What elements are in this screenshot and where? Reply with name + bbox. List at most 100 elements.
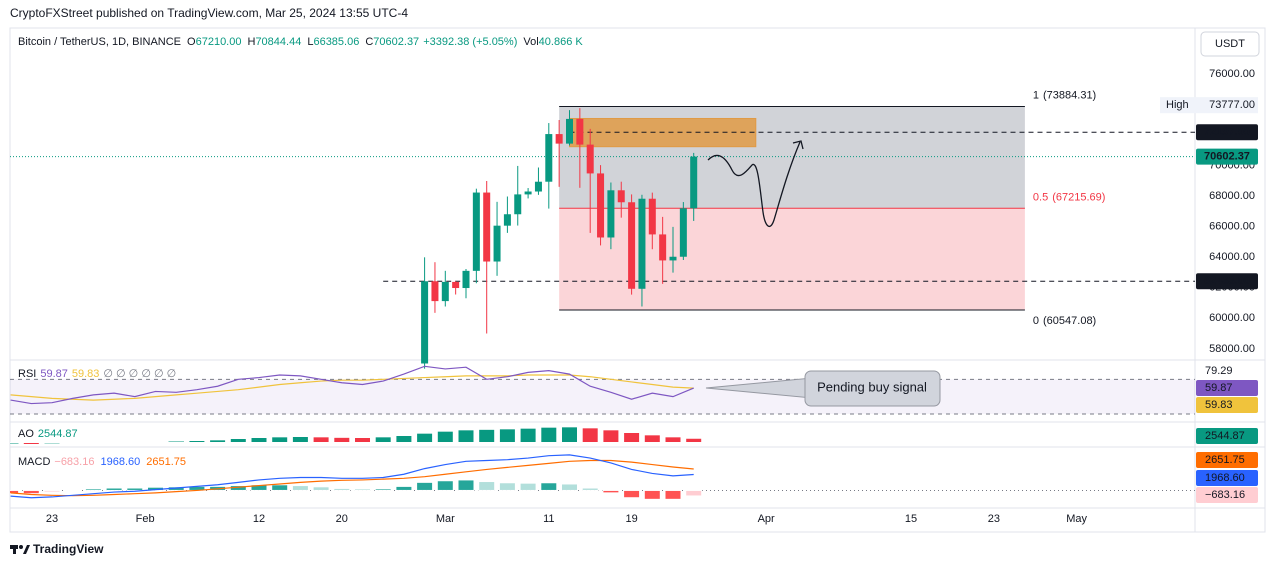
legend-key: C <box>365 36 373 48</box>
ao-bar <box>581 427 599 444</box>
fib-level-label: 0.5 (67215.69) <box>1033 191 1106 203</box>
macd-hist-bar <box>250 484 268 491</box>
candle-body <box>524 191 532 195</box>
last-price-text: 70602.37 <box>1204 150 1250 162</box>
macd-hist-bar <box>540 482 558 491</box>
rsi-ma-line <box>10 374 694 401</box>
logo-part <box>23 545 30 554</box>
published-line: CryptoFXStreet published on TradingView.… <box>10 6 408 20</box>
candle-body <box>421 281 429 364</box>
macd-hist-bar <box>271 484 289 491</box>
tv-logo <box>10 545 30 554</box>
macd-signal-value-tag <box>1196 452 1258 468</box>
candle-body <box>545 134 553 182</box>
macd-hist-bar <box>519 482 537 491</box>
plot-area <box>10 106 1195 500</box>
candle-body <box>669 256 677 261</box>
forecast-drawing <box>707 141 801 228</box>
macd-hist-bar <box>84 488 102 491</box>
ao-legend: AO 2544.87 <box>18 428 78 440</box>
ao-bar <box>188 440 206 443</box>
candle-body <box>628 202 636 289</box>
ao-bar <box>436 430 454 443</box>
ao-bar <box>561 426 578 444</box>
legend-key: L <box>307 36 313 48</box>
macd-hist-bar <box>105 487 123 491</box>
logo-part <box>13 545 16 554</box>
ao-bar <box>540 426 558 443</box>
footer-brand: TradingView <box>33 542 104 556</box>
macd-signal-value-text: 2651.75 <box>1205 454 1245 466</box>
ao-bar <box>250 437 268 443</box>
y-tick-label: 64000.00 <box>1209 251 1255 263</box>
y-tick-label: 76000.00 <box>1209 68 1255 80</box>
x-tick-label: Feb <box>136 513 155 525</box>
macd-hist-bar <box>623 489 641 499</box>
x-tick-label: 20 <box>336 513 348 525</box>
symbol-title: Bitcoin / TetherUS, 1D, BINANCE <box>18 36 181 48</box>
candle-body <box>534 181 542 192</box>
rsi-legend: RSI 59.87 59.83 ∅ ∅ ∅ ∅ ∅ ∅ <box>18 368 176 380</box>
macd-hist-value-text: −683.16 <box>1205 489 1245 501</box>
ao-bar <box>43 442 61 445</box>
x-tick-label: Apr <box>758 513 775 525</box>
ao-bar <box>312 436 330 444</box>
macd-hist-value-tag <box>1196 487 1258 503</box>
high-label: High <box>1166 99 1189 111</box>
rsi-legend-name: RSI <box>18 368 36 380</box>
macd-legend: MACD −683.16 1968.60 2651.75 <box>18 456 186 468</box>
legend-value: +3392.38 (+5.05%) <box>423 36 517 48</box>
ao-value-text: 2544.87 <box>1205 430 1245 442</box>
x-tick-label: 23 <box>988 513 1000 525</box>
candle-body <box>679 208 687 257</box>
high-value: 73777.00 <box>1209 99 1255 111</box>
candle-body <box>576 118 584 145</box>
legend-value: 67210.00 <box>196 36 242 48</box>
candle-body <box>493 225 501 262</box>
rsi-ma-value-tag <box>1196 397 1258 413</box>
candle-body <box>555 134 563 144</box>
fib-price: (73884.31) <box>1043 89 1096 101</box>
rsi-legend-ma: 59.83 <box>72 368 100 380</box>
ao-bar <box>602 429 620 444</box>
ao-bar <box>333 436 351 444</box>
candle-body <box>462 270 470 289</box>
ao-bar <box>664 436 682 444</box>
candle-body <box>452 281 460 289</box>
high-tag <box>1160 97 1258 114</box>
macd-hist-bar <box>664 489 682 500</box>
macd-hist-bar <box>312 486 330 491</box>
macd-hist-bar <box>561 483 578 491</box>
ao-bar <box>354 437 371 443</box>
level-tag-text: 72197.99 <box>1204 126 1250 138</box>
macd-hist-bar <box>498 482 516 491</box>
macd-value-text: 1968.60 <box>1205 472 1245 484</box>
candle-body <box>472 192 480 271</box>
candle-body <box>648 198 656 235</box>
candle-body <box>431 281 439 302</box>
ao-bar <box>209 439 227 444</box>
macd-hist-bar <box>354 488 371 491</box>
frame <box>9 27 1266 533</box>
legend-value: 70844.44 <box>255 36 301 48</box>
candle-body <box>607 190 615 238</box>
rsi-tick-label: 79.29 <box>1205 365 1233 377</box>
rsi-ma-value-text: 59.83 <box>1205 399 1233 411</box>
macd-legend-macd: 1968.60 <box>100 456 140 468</box>
ao-bar <box>229 438 247 443</box>
rsi-value-text: 59.87 <box>1205 382 1233 394</box>
y-tick-label: 60000.00 <box>1209 312 1255 324</box>
macd-hist-bar <box>478 481 496 491</box>
forecast-arrowhead <box>792 140 804 150</box>
ao-bar <box>147 441 164 443</box>
macd-hist-bar <box>10 489 20 495</box>
macd-hist-bar <box>126 487 144 491</box>
candle-body <box>586 144 594 174</box>
legend-value: 70602.37 <box>373 36 419 48</box>
currency-button[interactable] <box>1200 31 1260 57</box>
x-tick-label: 23 <box>46 513 58 525</box>
ao-bar <box>623 432 641 443</box>
macd-hist-bar <box>374 488 392 491</box>
